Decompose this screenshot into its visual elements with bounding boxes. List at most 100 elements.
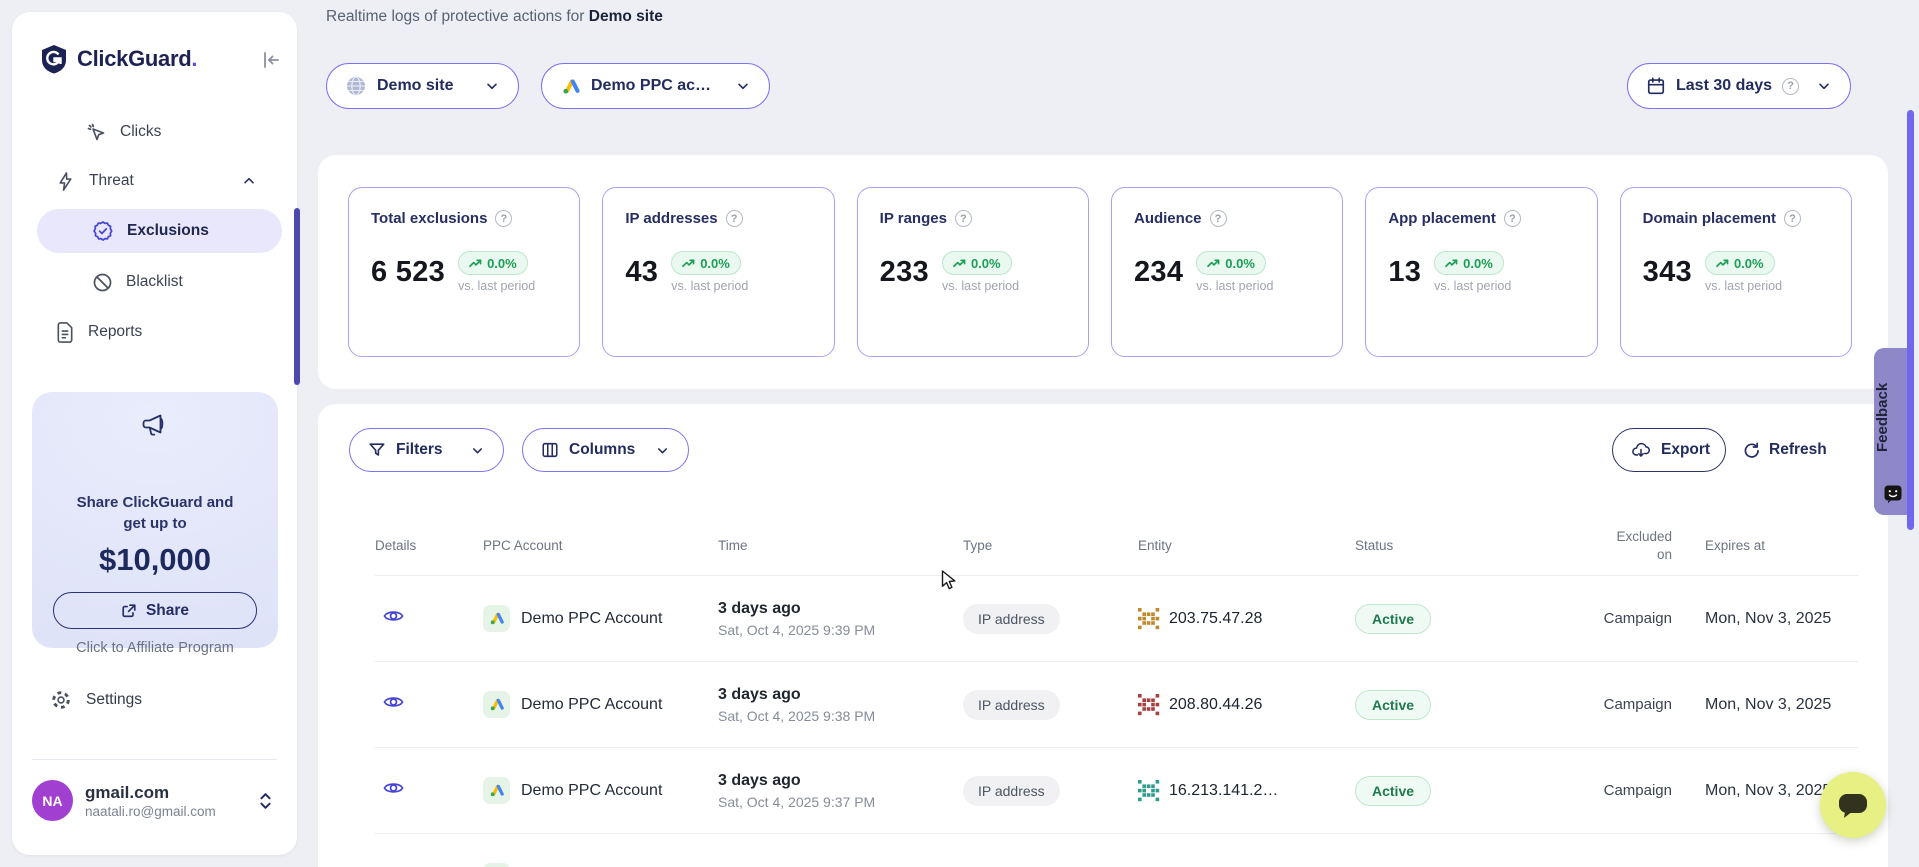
help-icon[interactable]: ? — [726, 210, 743, 227]
stats-panel: Total exclusions ? 6 523 0.0% vs. last p… — [318, 155, 1888, 389]
shield-logo-icon — [40, 44, 68, 74]
trend-up-icon — [953, 258, 966, 269]
filters-label: Filters — [396, 441, 443, 459]
time-exact: Sat, Oct 4, 2025 9:37 PM — [718, 794, 963, 810]
filter-funnel-icon — [368, 441, 386, 459]
share-button[interactable]: Share — [53, 592, 257, 629]
chat-bubble-icon — [1837, 791, 1869, 819]
stat-card-title: IP addresses — [625, 210, 717, 227]
badge-check-icon — [92, 220, 114, 242]
columns-icon — [541, 441, 559, 459]
lightning-icon — [55, 171, 76, 192]
help-icon[interactable]: ? — [955, 210, 972, 227]
type-badge: IP address — [963, 776, 1060, 806]
trend-up-icon — [1207, 258, 1220, 269]
feedback-smiley-icon — [1884, 485, 1902, 503]
subtitle-site-name: Demo site — [589, 8, 663, 25]
globe-icon — [345, 75, 367, 97]
sidebar: ClickGuard. Clicks Threat — [12, 12, 297, 855]
stat-card-value: 234 — [1134, 256, 1183, 289]
entity-value: 16.213.141.2… — [1169, 782, 1278, 800]
ppc-account-name: Demo PPC Account — [521, 782, 662, 800]
google-ads-icon — [483, 605, 510, 632]
type-badge: IP address — [963, 690, 1060, 720]
table-row: Demo PPC Account 3 days ago Sat, Oct 4, … — [375, 748, 1858, 834]
sidebar-item-clicks[interactable]: Clicks — [12, 112, 283, 152]
document-icon — [55, 322, 75, 343]
excluded-on-value: Campaign — [1572, 610, 1672, 627]
user-menu[interactable]: NA gmail.com naatali.ro@gmail.com — [32, 780, 283, 821]
trend-badge: 0.0% — [1434, 251, 1504, 275]
stat-card: Audience ? 234 0.0% vs. last period — [1111, 187, 1343, 357]
gear-icon — [50, 689, 72, 711]
sidebar-item-settings[interactable]: Settings — [12, 680, 142, 720]
view-details-eye-icon[interactable] — [383, 694, 404, 710]
promo-footer: Click to Affiliate Program — [32, 640, 278, 656]
expires-at-value: Mon, Nov 3, 2025 — [1672, 696, 1877, 714]
stat-card-caption: vs. last period — [671, 279, 748, 293]
chevron-down-icon — [655, 443, 670, 458]
sidebar-item-exclusions[interactable]: Exclusions — [37, 209, 282, 253]
sidebar-scrollbar[interactable] — [294, 208, 300, 385]
ppc-account-selector-value: Demo PPC ac… — [591, 77, 711, 95]
columns-dropdown[interactable]: Columns — [522, 428, 689, 472]
view-details-eye-icon[interactable] — [383, 608, 404, 624]
affiliate-promo-card[interactable]: Share ClickGuard and get up to $10,000 S… — [32, 392, 278, 648]
chat-widget-button[interactable] — [1820, 772, 1886, 838]
column-header: Type — [963, 538, 1138, 553]
page-subtitle: Realtime logs of protective actions for … — [326, 8, 663, 26]
sidebar-item-label: Blacklist — [126, 273, 183, 291]
site-selector-dropdown[interactable]: Demo site — [326, 63, 519, 109]
help-icon[interactable]: ? — [1504, 210, 1521, 227]
export-label: Export — [1661, 441, 1710, 459]
help-icon[interactable]: ? — [1784, 210, 1801, 227]
ppc-account-name: Demo PPC Account — [521, 610, 662, 628]
stat-card: IP ranges ? 233 0.0% vs. last period — [857, 187, 1089, 357]
google-ads-icon — [483, 863, 510, 867]
google-ads-icon — [483, 777, 510, 804]
sidebar-item-reports[interactable]: Reports — [12, 312, 283, 352]
entity-identicon — [1138, 780, 1160, 802]
view-details-eye-icon[interactable] — [383, 780, 404, 796]
refresh-button[interactable]: Refresh — [1742, 428, 1827, 472]
sidebar-item-label: Settings — [86, 691, 142, 709]
column-header: Details — [375, 538, 483, 553]
stat-card-title: Audience — [1134, 210, 1202, 227]
user-name: gmail.com — [85, 783, 216, 803]
column-header: Entity — [1138, 538, 1355, 553]
help-icon[interactable]: ? — [495, 210, 512, 227]
sidebar-item-blacklist[interactable]: Blacklist — [12, 262, 283, 302]
export-button[interactable]: Export — [1612, 428, 1726, 472]
stat-card-value: 13 — [1388, 256, 1421, 289]
sidebar-item-threat[interactable]: Threat — [12, 161, 283, 201]
column-header: Expires at — [1672, 538, 1877, 553]
collapse-sidebar-icon[interactable] — [260, 49, 282, 71]
stat-card-title: Total exclusions — [371, 210, 487, 227]
entity-value: 203.75.47.28 — [1169, 610, 1262, 628]
trend-badge: 0.0% — [1196, 251, 1266, 275]
stat-card: Total exclusions ? 6 523 0.0% vs. last p… — [348, 187, 580, 357]
filters-dropdown[interactable]: Filters — [349, 428, 504, 472]
expires-at-value: Mon, Nov 3, 2025 — [1672, 610, 1877, 628]
share-button-label: Share — [146, 602, 189, 620]
type-badge: IP address — [963, 604, 1060, 634]
sidebar-item-label: Reports — [88, 323, 142, 341]
stat-card-value: 343 — [1643, 256, 1692, 289]
refresh-label: Refresh — [1769, 441, 1827, 459]
promo-text: Share ClickGuard and get up to — [32, 492, 278, 534]
ppc-account-selector-dropdown[interactable]: Demo PPC ac… — [541, 63, 770, 109]
stat-card-title: Domain placement — [1643, 210, 1776, 227]
entity-identicon — [1138, 694, 1160, 716]
trend-up-icon — [682, 258, 695, 269]
help-icon[interactable]: ? — [1210, 210, 1227, 227]
stat-card-title: IP ranges — [880, 210, 947, 227]
excluded-on-value: Campaign — [1572, 696, 1672, 713]
help-icon[interactable]: ? — [1782, 78, 1799, 95]
ban-icon — [92, 272, 113, 293]
date-range-dropdown[interactable]: Last 30 days ? — [1627, 63, 1851, 109]
sidebar-item-label: Exclusions — [127, 222, 209, 240]
chevron-down-icon — [470, 443, 485, 458]
chevron-up-icon — [241, 173, 257, 189]
page-scrollbar[interactable] — [1907, 110, 1914, 530]
column-header: Time — [718, 538, 963, 553]
